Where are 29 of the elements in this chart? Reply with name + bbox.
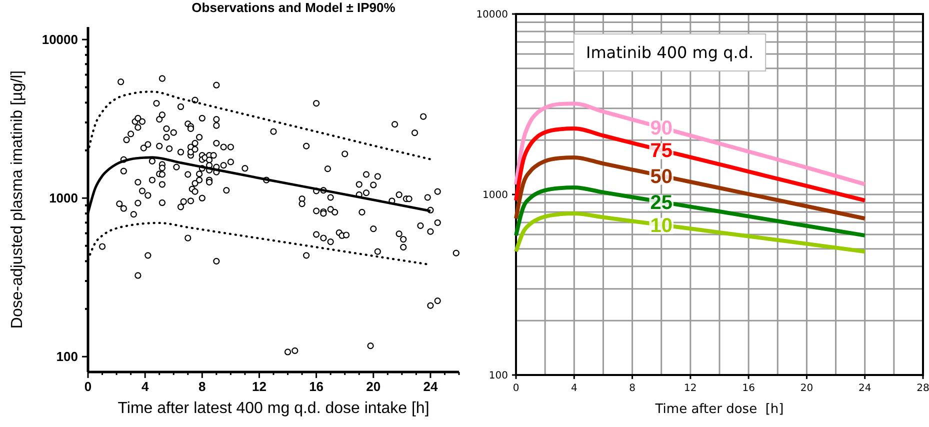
x-axis-title: Time after latest 400 mg q.d. dose intake [h]: [118, 400, 430, 417]
x-tick-label: 24: [858, 383, 872, 394]
x-tick-label: 12: [684, 383, 697, 394]
x-tick-label: 20: [366, 379, 381, 394]
y-tick-label: 10000: [42, 32, 78, 48]
x-tick-label: 0: [84, 379, 92, 394]
annotation: Imatinib 400 mg q.d.: [586, 43, 754, 62]
x-axis-title: Time after dose [h]: [654, 402, 784, 417]
x-tick-label: 16: [742, 383, 755, 394]
y-axis-title: Dose-adjusted plasma imatinib [µg/l]: [9, 70, 26, 329]
y-tick-label: 100: [56, 349, 78, 364]
line-series: [514, 102, 867, 187]
line-series: [514, 211, 867, 254]
y-tick-label: 1000: [49, 190, 78, 206]
x-tick-label: 4: [570, 383, 578, 394]
x-tick-label: 12: [252, 379, 266, 394]
x-tick-label: 24: [423, 379, 438, 394]
x-tick-label: 28: [916, 383, 929, 394]
x-tick-label: 16: [309, 379, 324, 394]
line-series: [514, 186, 867, 238]
x-tick-label: 0: [512, 383, 520, 394]
y-tick-label: 1000: [482, 190, 508, 201]
x-tick-label: 8: [198, 379, 206, 394]
y-tick-label: 10000: [476, 10, 508, 20]
x-tick-label: 20: [800, 383, 814, 394]
x-tick-label: 8: [629, 383, 636, 394]
y-tick-label: 100: [488, 370, 508, 382]
chart-title: Observations and Model ± IP90%: [192, 0, 396, 15]
x-tick-label: 4: [141, 379, 150, 394]
